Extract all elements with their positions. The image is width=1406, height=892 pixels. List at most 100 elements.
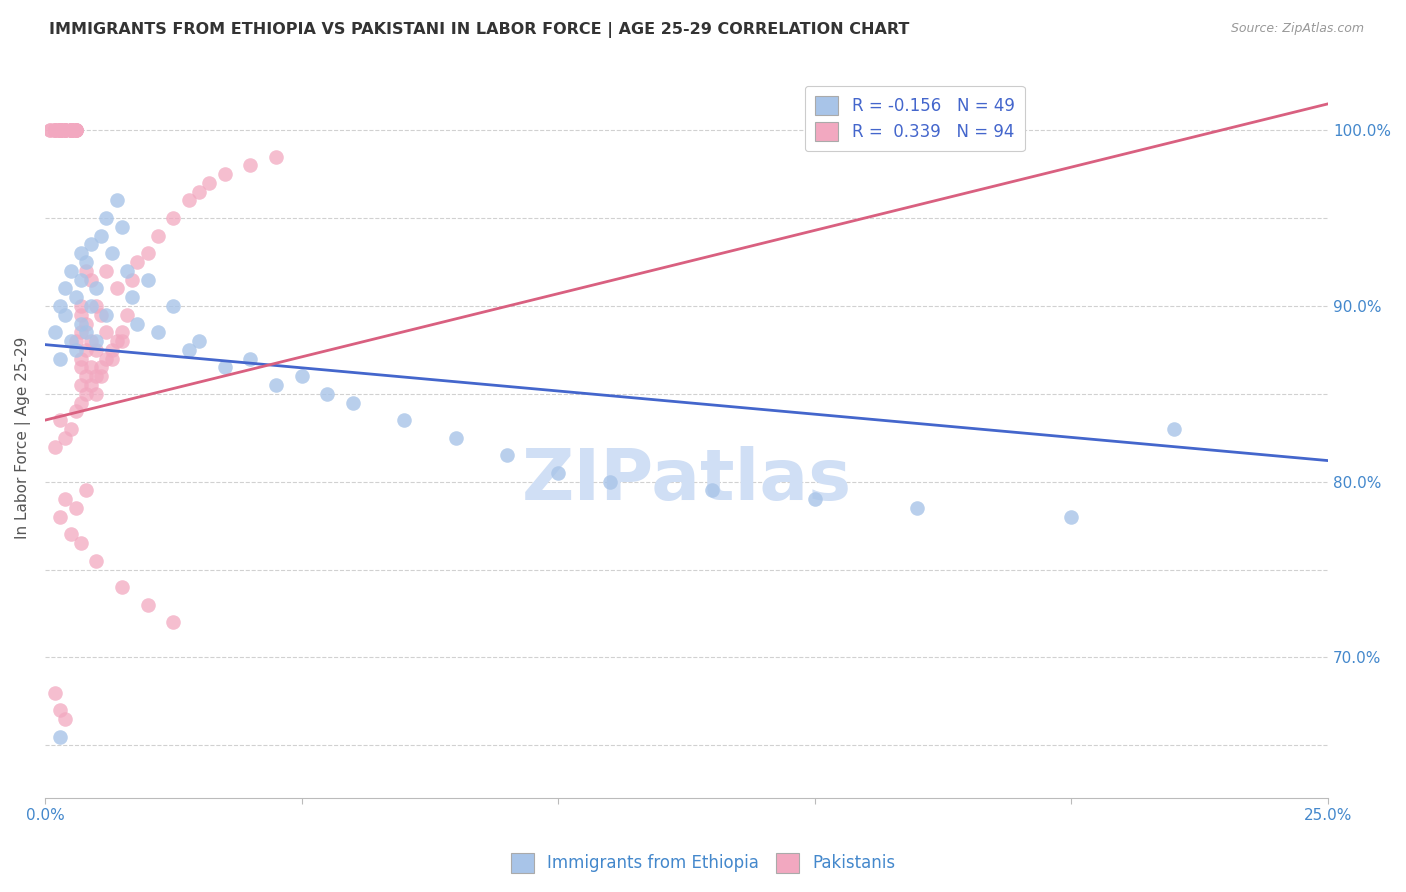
Point bbox=[80, 299, 103, 313]
Point bbox=[96, 211, 118, 225]
Point bbox=[69, 536, 91, 550]
Legend: R = -0.156   N = 49, R =  0.339   N = 94: R = -0.156 N = 49, R = 0.339 N = 94 bbox=[806, 86, 1025, 151]
Point bbox=[162, 211, 184, 225]
Point bbox=[49, 299, 72, 313]
Point bbox=[146, 228, 169, 243]
Point bbox=[69, 378, 91, 392]
Point bbox=[44, 123, 66, 137]
Point bbox=[55, 123, 77, 137]
Point bbox=[90, 360, 112, 375]
Point bbox=[84, 334, 107, 348]
Point bbox=[65, 123, 87, 137]
Point bbox=[1163, 422, 1185, 436]
Point bbox=[55, 123, 77, 137]
Point bbox=[75, 326, 97, 340]
Point bbox=[69, 395, 91, 409]
Point bbox=[55, 123, 77, 137]
Point bbox=[55, 431, 77, 445]
Point bbox=[115, 264, 138, 278]
Point bbox=[115, 308, 138, 322]
Point bbox=[75, 369, 97, 384]
Point bbox=[316, 386, 339, 401]
Point bbox=[907, 123, 929, 137]
Point bbox=[69, 360, 91, 375]
Point bbox=[49, 413, 72, 427]
Point bbox=[136, 246, 159, 260]
Point bbox=[84, 281, 107, 295]
Point bbox=[59, 264, 82, 278]
Point bbox=[65, 123, 87, 137]
Point bbox=[162, 615, 184, 630]
Point bbox=[239, 351, 262, 366]
Point bbox=[1060, 509, 1083, 524]
Point bbox=[44, 123, 66, 137]
Point bbox=[65, 343, 87, 357]
Point bbox=[96, 308, 118, 322]
Point bbox=[69, 299, 91, 313]
Point bbox=[214, 360, 236, 375]
Point bbox=[264, 378, 287, 392]
Point bbox=[55, 492, 77, 507]
Point bbox=[75, 264, 97, 278]
Point bbox=[84, 369, 107, 384]
Point bbox=[90, 228, 112, 243]
Point bbox=[84, 343, 107, 357]
Point bbox=[214, 167, 236, 181]
Point bbox=[162, 299, 184, 313]
Point bbox=[59, 527, 82, 541]
Point bbox=[55, 712, 77, 726]
Point bbox=[84, 554, 107, 568]
Point bbox=[75, 386, 97, 401]
Point bbox=[55, 308, 77, 322]
Point bbox=[75, 343, 97, 357]
Legend: Immigrants from Ethiopia, Pakistanis: Immigrants from Ethiopia, Pakistanis bbox=[503, 847, 903, 880]
Point bbox=[75, 483, 97, 498]
Point bbox=[290, 369, 312, 384]
Point bbox=[342, 395, 364, 409]
Point bbox=[59, 123, 82, 137]
Point bbox=[44, 685, 66, 699]
Point bbox=[80, 237, 103, 252]
Point bbox=[49, 123, 72, 137]
Point bbox=[111, 219, 134, 234]
Point bbox=[59, 123, 82, 137]
Point bbox=[59, 123, 82, 137]
Point bbox=[90, 308, 112, 322]
Point bbox=[44, 123, 66, 137]
Point bbox=[49, 123, 72, 137]
Point bbox=[127, 255, 149, 269]
Point bbox=[49, 123, 72, 137]
Point bbox=[44, 326, 66, 340]
Point bbox=[39, 123, 62, 137]
Point bbox=[100, 351, 122, 366]
Point bbox=[96, 326, 118, 340]
Point bbox=[111, 580, 134, 594]
Point bbox=[55, 281, 77, 295]
Point bbox=[100, 246, 122, 260]
Point bbox=[702, 483, 724, 498]
Point bbox=[907, 501, 929, 516]
Point bbox=[49, 123, 72, 137]
Point bbox=[146, 326, 169, 340]
Point bbox=[49, 123, 72, 137]
Point bbox=[49, 123, 72, 137]
Point bbox=[59, 422, 82, 436]
Point bbox=[136, 598, 159, 612]
Point bbox=[59, 334, 82, 348]
Point bbox=[75, 317, 97, 331]
Point bbox=[96, 351, 118, 366]
Point bbox=[177, 343, 200, 357]
Point bbox=[80, 272, 103, 286]
Point bbox=[90, 369, 112, 384]
Point bbox=[547, 466, 569, 480]
Point bbox=[198, 176, 221, 190]
Point bbox=[69, 317, 91, 331]
Point bbox=[80, 378, 103, 392]
Point bbox=[111, 326, 134, 340]
Point bbox=[495, 448, 517, 462]
Point bbox=[69, 351, 91, 366]
Text: Source: ZipAtlas.com: Source: ZipAtlas.com bbox=[1230, 22, 1364, 36]
Point bbox=[49, 703, 72, 717]
Point bbox=[65, 290, 87, 304]
Point bbox=[100, 343, 122, 357]
